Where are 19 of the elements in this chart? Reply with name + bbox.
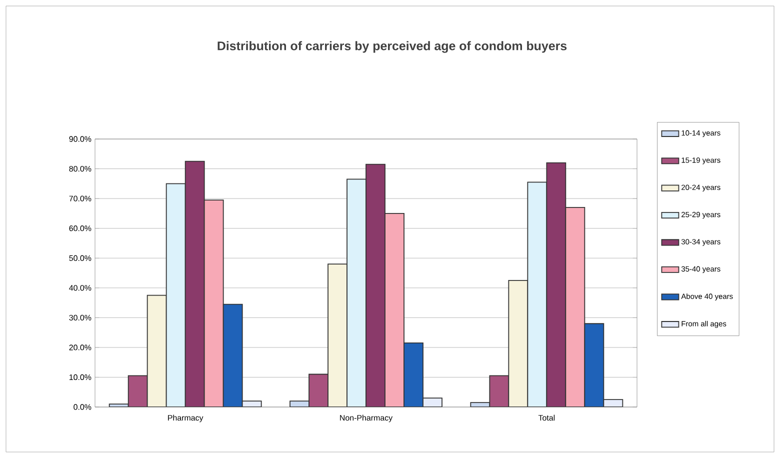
bar	[489, 375, 510, 407]
bar	[166, 183, 186, 407]
bar	[347, 179, 366, 407]
bar	[565, 207, 586, 407]
bar	[184, 160, 205, 407]
bar	[204, 200, 224, 407]
bar	[508, 280, 528, 407]
bar	[385, 213, 404, 407]
bar	[309, 374, 328, 407]
bar	[146, 294, 167, 407]
bar	[328, 264, 348, 407]
chart-title: Distribution of carriers by perceived age of condom buyers	[218, 41, 567, 53]
bar	[222, 304, 243, 407]
bar	[128, 375, 148, 407]
bar	[546, 162, 566, 407]
bar	[527, 182, 548, 407]
bar	[584, 323, 604, 407]
bar	[366, 164, 386, 407]
bar	[404, 342, 424, 407]
